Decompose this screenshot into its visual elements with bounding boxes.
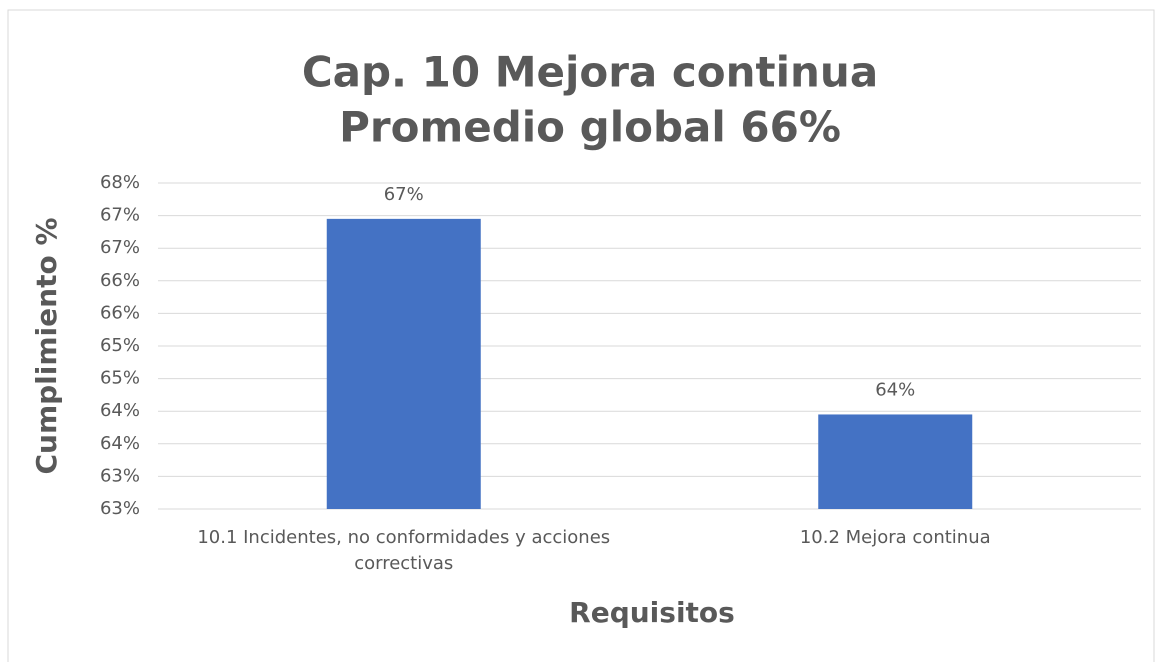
y-tick-label: 63%	[100, 498, 140, 519]
bar	[818, 414, 973, 509]
y-tick-label: 65%	[100, 368, 140, 389]
y-tick-label: 63%	[100, 465, 140, 486]
chart-title: Cap. 10 Mejora continua	[302, 48, 878, 97]
data-label: 64%	[875, 379, 915, 400]
y-tick-label: 67%	[100, 237, 140, 258]
x-axis-title: Requisitos	[569, 596, 735, 629]
chart-border	[7, 9, 1155, 662]
y-tick-label: 64%	[100, 433, 140, 454]
y-tick-label: 66%	[100, 302, 140, 323]
bar	[326, 218, 481, 510]
y-tick-label: 67%	[100, 205, 140, 226]
data-label: 67%	[384, 184, 424, 205]
chart-subtitle: Promedio global 66%	[339, 103, 841, 152]
x-tick-label: 10.2 Mejora continua	[799, 527, 991, 548]
y-tick-label: 65%	[100, 335, 140, 356]
y-axis-title: Cumplimiento %	[30, 217, 63, 474]
y-tick-label: 68%	[100, 172, 140, 193]
x-tick-label: 10.1 Incidentes, no conformidades y acci…	[197, 527, 611, 574]
y-tick-label: 64%	[100, 400, 140, 421]
y-tick-label: 66%	[100, 270, 140, 291]
